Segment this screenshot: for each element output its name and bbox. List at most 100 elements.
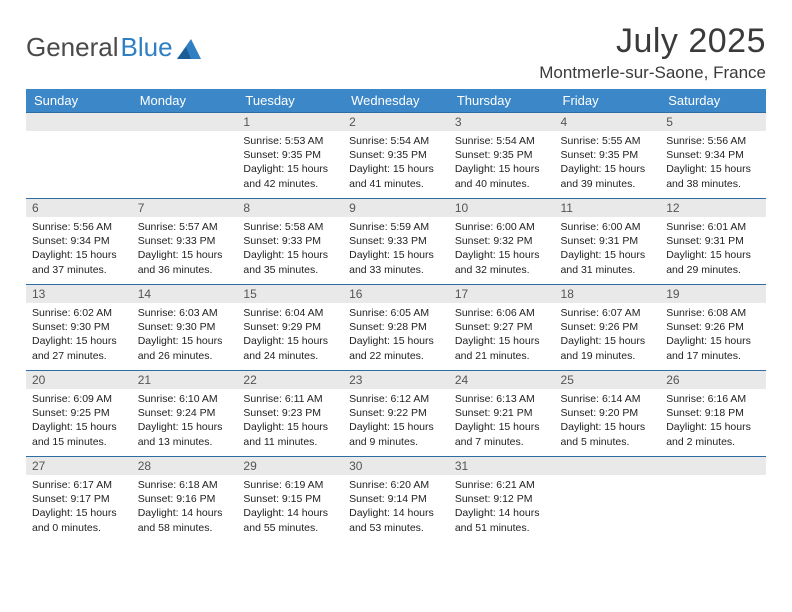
- calendar-day-cell: 13Sunrise: 6:02 AMSunset: 9:30 PMDayligh…: [26, 285, 132, 371]
- day-number: 21: [132, 371, 238, 389]
- day-number: 3: [449, 113, 555, 131]
- calendar-day-cell: 12Sunrise: 6:01 AMSunset: 9:31 PMDayligh…: [660, 199, 766, 285]
- day-detail: [26, 131, 132, 181]
- calendar-day-cell: 28Sunrise: 6:18 AMSunset: 9:16 PMDayligh…: [132, 457, 238, 543]
- calendar-day-cell: 6Sunrise: 5:56 AMSunset: 9:34 PMDaylight…: [26, 199, 132, 285]
- day-number: 8: [237, 199, 343, 217]
- calendar-day-cell: 19Sunrise: 6:08 AMSunset: 9:26 PMDayligh…: [660, 285, 766, 371]
- day-number: 17: [449, 285, 555, 303]
- day-detail: Sunrise: 6:03 AMSunset: 9:30 PMDaylight:…: [132, 303, 238, 367]
- brand-text-2: Blue: [121, 32, 173, 63]
- weekday-header: Monday: [132, 89, 238, 113]
- day-detail: [660, 475, 766, 525]
- location: Montmerle-sur-Saone, France: [539, 63, 766, 83]
- day-number: 20: [26, 371, 132, 389]
- calendar-day-cell: 25Sunrise: 6:14 AMSunset: 9:20 PMDayligh…: [555, 371, 661, 457]
- day-detail: Sunrise: 6:11 AMSunset: 9:23 PMDaylight:…: [237, 389, 343, 453]
- calendar-day-cell: 7Sunrise: 5:57 AMSunset: 9:33 PMDaylight…: [132, 199, 238, 285]
- day-detail: Sunrise: 6:01 AMSunset: 9:31 PMDaylight:…: [660, 217, 766, 281]
- day-detail: Sunrise: 6:05 AMSunset: 9:28 PMDaylight:…: [343, 303, 449, 367]
- calendar-day-cell: [132, 113, 238, 199]
- day-number: 4: [555, 113, 661, 131]
- calendar-day-cell: 26Sunrise: 6:16 AMSunset: 9:18 PMDayligh…: [660, 371, 766, 457]
- day-number: 13: [26, 285, 132, 303]
- day-number: 31: [449, 457, 555, 475]
- day-number: 10: [449, 199, 555, 217]
- day-number: 1: [237, 113, 343, 131]
- day-number: [26, 113, 132, 131]
- day-detail: Sunrise: 5:58 AMSunset: 9:33 PMDaylight:…: [237, 217, 343, 281]
- calendar-week-row: 20Sunrise: 6:09 AMSunset: 9:25 PMDayligh…: [26, 371, 766, 457]
- calendar-day-cell: 3Sunrise: 5:54 AMSunset: 9:35 PMDaylight…: [449, 113, 555, 199]
- calendar-day-cell: 14Sunrise: 6:03 AMSunset: 9:30 PMDayligh…: [132, 285, 238, 371]
- month-title: July 2025: [539, 22, 766, 61]
- day-detail: Sunrise: 5:54 AMSunset: 9:35 PMDaylight:…: [449, 131, 555, 195]
- calendar-day-cell: 1Sunrise: 5:53 AMSunset: 9:35 PMDaylight…: [237, 113, 343, 199]
- day-detail: Sunrise: 6:19 AMSunset: 9:15 PMDaylight:…: [237, 475, 343, 539]
- day-detail: Sunrise: 5:54 AMSunset: 9:35 PMDaylight:…: [343, 131, 449, 195]
- day-number: 2: [343, 113, 449, 131]
- day-number: 30: [343, 457, 449, 475]
- calendar-day-cell: 11Sunrise: 6:00 AMSunset: 9:31 PMDayligh…: [555, 199, 661, 285]
- day-detail: Sunrise: 6:00 AMSunset: 9:32 PMDaylight:…: [449, 217, 555, 281]
- day-detail: Sunrise: 5:55 AMSunset: 9:35 PMDaylight:…: [555, 131, 661, 195]
- day-number: [660, 457, 766, 475]
- calendar-day-cell: 18Sunrise: 6:07 AMSunset: 9:26 PMDayligh…: [555, 285, 661, 371]
- day-detail: Sunrise: 6:17 AMSunset: 9:17 PMDaylight:…: [26, 475, 132, 539]
- header: GeneralBlue July 2025 Montmerle-sur-Saon…: [26, 22, 766, 83]
- day-number: 19: [660, 285, 766, 303]
- day-detail: Sunrise: 6:07 AMSunset: 9:26 PMDaylight:…: [555, 303, 661, 367]
- calendar-day-cell: 10Sunrise: 6:00 AMSunset: 9:32 PMDayligh…: [449, 199, 555, 285]
- day-detail: Sunrise: 5:59 AMSunset: 9:33 PMDaylight:…: [343, 217, 449, 281]
- calendar-day-cell: 22Sunrise: 6:11 AMSunset: 9:23 PMDayligh…: [237, 371, 343, 457]
- day-number: 5: [660, 113, 766, 131]
- day-number: 26: [660, 371, 766, 389]
- calendar-body: 1Sunrise: 5:53 AMSunset: 9:35 PMDaylight…: [26, 113, 766, 543]
- day-detail: Sunrise: 5:57 AMSunset: 9:33 PMDaylight:…: [132, 217, 238, 281]
- weekday-header: Sunday: [26, 89, 132, 113]
- day-detail: Sunrise: 6:00 AMSunset: 9:31 PMDaylight:…: [555, 217, 661, 281]
- day-detail: Sunrise: 6:02 AMSunset: 9:30 PMDaylight:…: [26, 303, 132, 367]
- calendar-table: SundayMondayTuesdayWednesdayThursdayFrid…: [26, 89, 766, 543]
- day-detail: Sunrise: 5:53 AMSunset: 9:35 PMDaylight:…: [237, 131, 343, 195]
- calendar-day-cell: 27Sunrise: 6:17 AMSunset: 9:17 PMDayligh…: [26, 457, 132, 543]
- title-block: July 2025 Montmerle-sur-Saone, France: [539, 22, 766, 83]
- day-number: 6: [26, 199, 132, 217]
- day-detail: [555, 475, 661, 525]
- calendar-week-row: 1Sunrise: 5:53 AMSunset: 9:35 PMDaylight…: [26, 113, 766, 199]
- calendar-day-cell: 2Sunrise: 5:54 AMSunset: 9:35 PMDaylight…: [343, 113, 449, 199]
- day-number: 14: [132, 285, 238, 303]
- calendar-day-cell: 5Sunrise: 5:56 AMSunset: 9:34 PMDaylight…: [660, 113, 766, 199]
- brand-text-1: General: [26, 32, 119, 63]
- day-detail: Sunrise: 6:20 AMSunset: 9:14 PMDaylight:…: [343, 475, 449, 539]
- calendar-day-cell: 23Sunrise: 6:12 AMSunset: 9:22 PMDayligh…: [343, 371, 449, 457]
- weekday-header-row: SundayMondayTuesdayWednesdayThursdayFrid…: [26, 89, 766, 113]
- day-number: 25: [555, 371, 661, 389]
- calendar-day-cell: 24Sunrise: 6:13 AMSunset: 9:21 PMDayligh…: [449, 371, 555, 457]
- calendar-day-cell: 20Sunrise: 6:09 AMSunset: 9:25 PMDayligh…: [26, 371, 132, 457]
- day-number: 22: [237, 371, 343, 389]
- day-number: 27: [26, 457, 132, 475]
- day-number: 15: [237, 285, 343, 303]
- calendar-day-cell: 16Sunrise: 6:05 AMSunset: 9:28 PMDayligh…: [343, 285, 449, 371]
- day-number: [132, 113, 238, 131]
- day-detail: Sunrise: 6:08 AMSunset: 9:26 PMDaylight:…: [660, 303, 766, 367]
- calendar-day-cell: [555, 457, 661, 543]
- day-detail: Sunrise: 6:21 AMSunset: 9:12 PMDaylight:…: [449, 475, 555, 539]
- calendar-day-cell: 21Sunrise: 6:10 AMSunset: 9:24 PMDayligh…: [132, 371, 238, 457]
- calendar-day-cell: 17Sunrise: 6:06 AMSunset: 9:27 PMDayligh…: [449, 285, 555, 371]
- day-detail: Sunrise: 6:06 AMSunset: 9:27 PMDaylight:…: [449, 303, 555, 367]
- calendar-day-cell: 4Sunrise: 5:55 AMSunset: 9:35 PMDaylight…: [555, 113, 661, 199]
- day-number: 16: [343, 285, 449, 303]
- weekday-header: Wednesday: [343, 89, 449, 113]
- calendar-day-cell: 31Sunrise: 6:21 AMSunset: 9:12 PMDayligh…: [449, 457, 555, 543]
- day-detail: Sunrise: 6:10 AMSunset: 9:24 PMDaylight:…: [132, 389, 238, 453]
- calendar-day-cell: [660, 457, 766, 543]
- weekday-header: Tuesday: [237, 89, 343, 113]
- day-number: 23: [343, 371, 449, 389]
- calendar-day-cell: 8Sunrise: 5:58 AMSunset: 9:33 PMDaylight…: [237, 199, 343, 285]
- calendar-day-cell: [26, 113, 132, 199]
- calendar-week-row: 13Sunrise: 6:02 AMSunset: 9:30 PMDayligh…: [26, 285, 766, 371]
- day-detail: Sunrise: 5:56 AMSunset: 9:34 PMDaylight:…: [26, 217, 132, 281]
- day-detail: Sunrise: 6:16 AMSunset: 9:18 PMDaylight:…: [660, 389, 766, 453]
